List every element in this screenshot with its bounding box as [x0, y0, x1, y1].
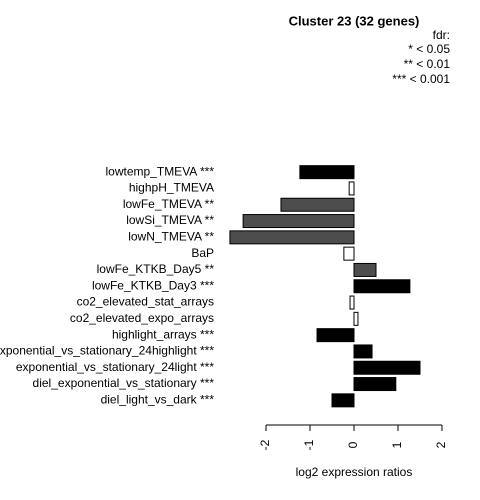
- y-tick-label: diel_exponential_vs_stationary ***: [33, 376, 215, 390]
- legend-item: ** < 0.01: [404, 57, 451, 71]
- y-tick-label: highpH_TMEVA: [129, 181, 214, 195]
- bar: [343, 246, 355, 261]
- bar: [331, 393, 355, 408]
- bar: [299, 165, 355, 180]
- bar: [353, 311, 359, 326]
- y-tick-label: highlight_arrays ***: [112, 327, 214, 341]
- bar: [348, 181, 355, 196]
- y-tick-label: lowtemp_TMEVA ***: [106, 164, 215, 178]
- y-tick-label: co2_elevated_stat_arrays: [77, 295, 214, 309]
- y-tick-label: lowSi_TMEVA **: [126, 213, 214, 227]
- chart-title: Cluster 23 (32 genes): [289, 13, 420, 28]
- bar: [316, 328, 355, 343]
- bar: [353, 360, 421, 375]
- bar: [353, 279, 411, 294]
- y-tick-label: co2_elevated_expo_arrays: [70, 311, 214, 325]
- legend-title: fdr:: [433, 28, 450, 42]
- x-tick-label: -1: [302, 439, 316, 450]
- y-tick-label: lowFe_TMEVA **: [123, 197, 214, 211]
- y-tick-label: diel_light_vs_dark ***: [101, 393, 215, 407]
- bar: [353, 344, 373, 359]
- bar: [349, 295, 355, 310]
- y-tick-label: lowFe_KTKB_Day5 **: [97, 262, 215, 276]
- y-tick-label: lowN_TMEVA **: [128, 230, 214, 244]
- x-tick-label: -2: [258, 439, 272, 450]
- y-tick-label: exponential_vs_stationary_24highlight **…: [0, 344, 214, 358]
- bar: [353, 377, 397, 392]
- y-tick-label: exponential_vs_stationary_24light ***: [16, 360, 214, 374]
- bar: [353, 262, 377, 277]
- legend-item: *** < 0.001: [392, 72, 450, 86]
- x-tick-label: 0: [346, 441, 360, 448]
- bar: [229, 230, 355, 245]
- bar: [280, 197, 355, 212]
- x-tick-label: 1: [390, 441, 404, 448]
- bar: [242, 214, 355, 229]
- y-tick-label: BaP: [191, 246, 214, 260]
- x-axis-label: log2 expression ratios: [296, 465, 413, 479]
- legend-item: * < 0.05: [408, 42, 450, 56]
- y-tick-label: lowFe_KTKB_Day3 ***: [92, 278, 214, 292]
- x-tick-label: 2: [434, 441, 448, 448]
